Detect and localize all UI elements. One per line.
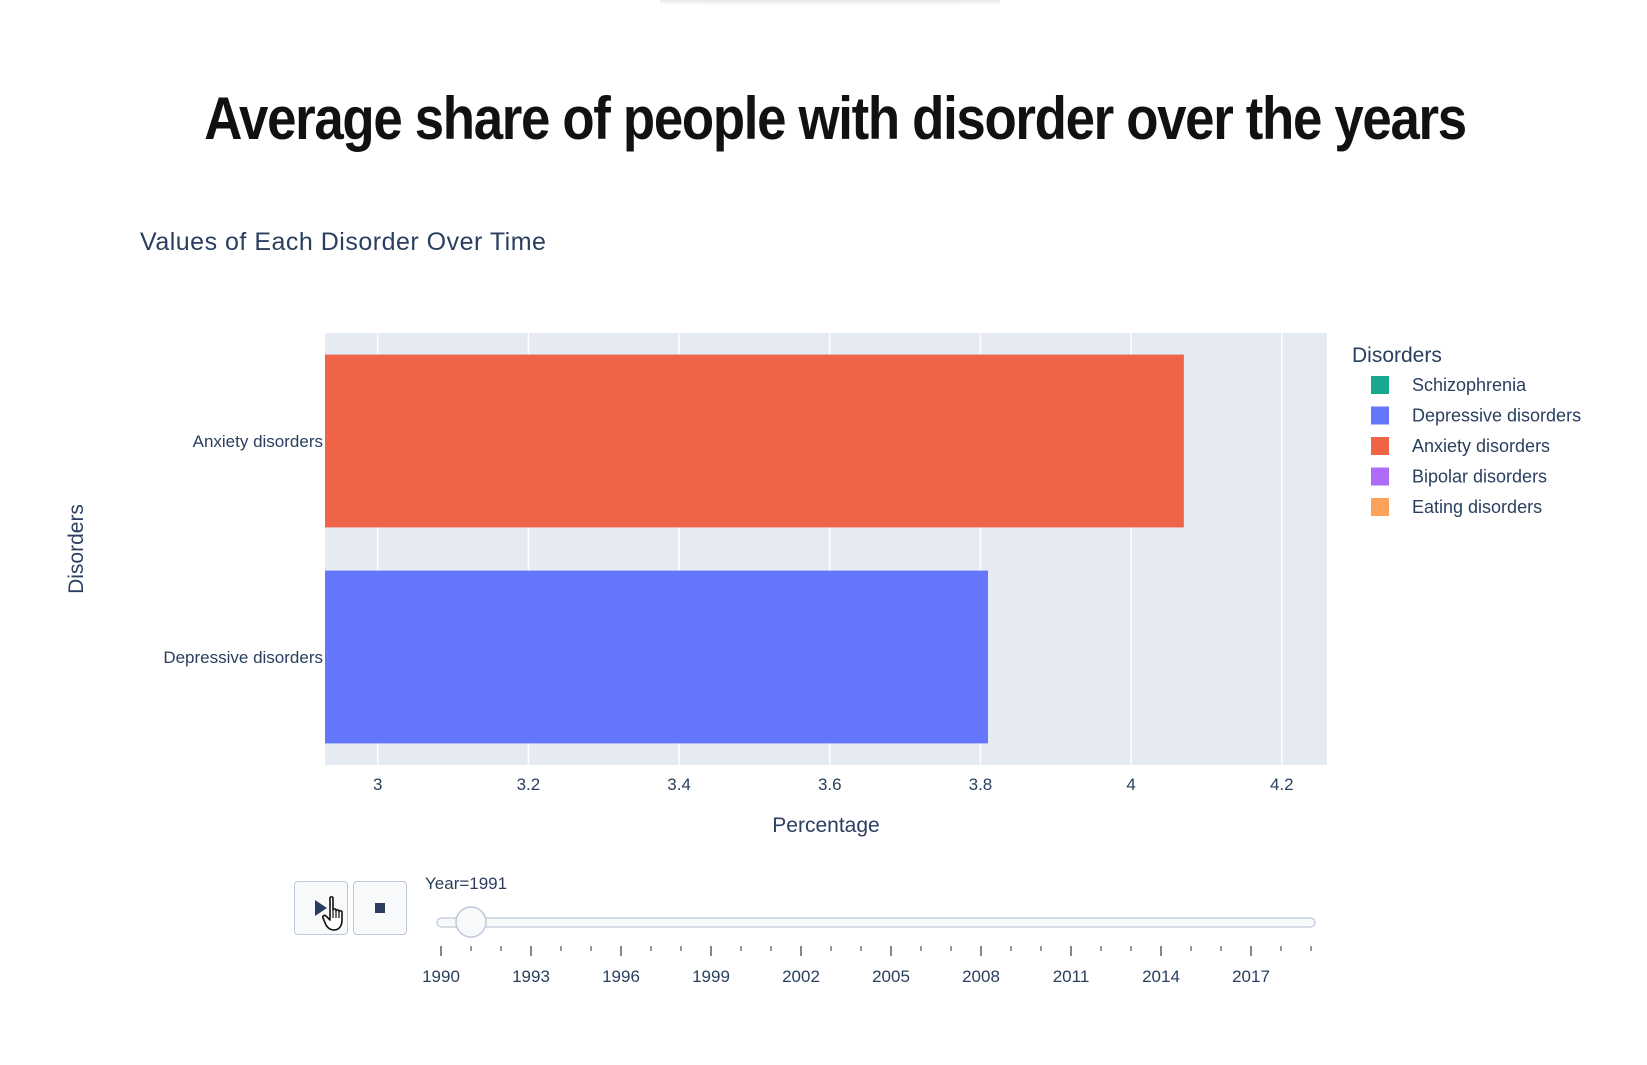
slider-current-value-label: Year=1991: [425, 874, 507, 893]
legend-item-label[interactable]: Eating disorders: [1412, 497, 1542, 517]
x-tick-label: 3.2: [517, 775, 541, 794]
slider-tick-label: 2014: [1142, 967, 1180, 986]
stop-button[interactable]: [353, 881, 407, 935]
slider-tick-label: 1996: [602, 967, 640, 986]
play-icon: [315, 900, 327, 916]
legend-item-label[interactable]: Anxiety disorders: [1412, 436, 1550, 456]
legend-item-label[interactable]: Bipolar disorders: [1412, 467, 1547, 487]
bar: [325, 570, 988, 744]
bars: [325, 354, 1184, 744]
slider-tick-label: 2008: [962, 967, 1000, 986]
x-tick-label: 3.6: [818, 775, 842, 794]
x-tick-label: 3: [373, 775, 382, 794]
hand-pointer-cursor-icon: [322, 896, 343, 931]
year-slider[interactable]: Year=1991 1990 1993 1996 1999 2002 2005 2008 20…: [422, 874, 1316, 986]
chart-title: Values of Each Disorder Over Time: [140, 228, 546, 256]
x-tick-label: 3.8: [969, 775, 993, 794]
legend-swatch: [1371, 498, 1389, 516]
x-tick-label: 4.2: [1270, 775, 1294, 794]
legend: Disorders Schizophrenia Depressive disord…: [1352, 344, 1581, 517]
slider-tick-label: 1990: [422, 967, 460, 986]
slider-tick-label: 1993: [512, 967, 550, 986]
slider-tick-label: 2017: [1232, 967, 1270, 986]
x-tick-labels: 3 3.2 3.4 3.6 3.8 4 4.2: [373, 775, 1294, 794]
slider-handle[interactable]: [455, 906, 487, 938]
y-tick-label: Depressive disorders: [163, 648, 323, 667]
slider-ticks: 1990 1993 1996 1999 2002 2005 2008 2011 2014 2017: [422, 946, 1312, 986]
slider-tick-label: 2011: [1053, 967, 1090, 986]
bar: [325, 354, 1184, 528]
legend-title: Disorders: [1352, 344, 1442, 367]
legend-swatch: [1371, 406, 1389, 425]
stop-icon: [375, 903, 385, 913]
legend-swatch: [1371, 437, 1389, 455]
top-edge-shadow: [660, 0, 1000, 6]
page-title: Average share of people with disorder ov…: [204, 85, 1467, 152]
y-tick-labels: Anxiety disorders Depressive disorders: [163, 432, 323, 667]
legend-item-label[interactable]: Depressive disorders: [1412, 406, 1581, 426]
slider-tick-label: 2002: [782, 967, 820, 986]
slider-rail[interactable]: [436, 917, 1316, 928]
slider-tick-label: 2005: [872, 967, 910, 986]
y-axis-title: Disorders: [65, 504, 88, 594]
slider-tick-label: 1999: [692, 967, 730, 986]
legend-swatch: [1371, 376, 1389, 394]
x-tick-label: 3.4: [667, 775, 691, 794]
x-axis-title: Percentage: [772, 814, 879, 837]
y-tick-label: Anxiety disorders: [193, 432, 323, 451]
legend-swatch: [1371, 467, 1389, 486]
x-tick-label: 4: [1126, 775, 1135, 794]
legend-item-label[interactable]: Schizophrenia: [1412, 375, 1527, 395]
